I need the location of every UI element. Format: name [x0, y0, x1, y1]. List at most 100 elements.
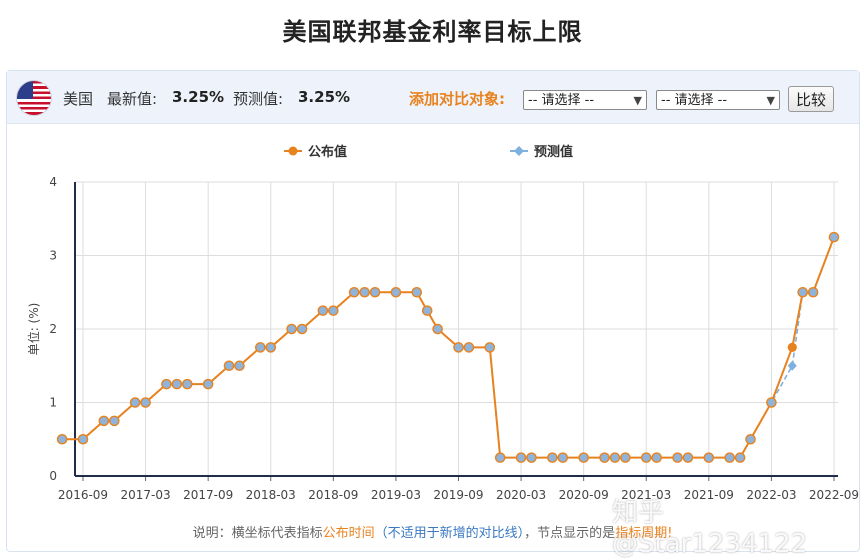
x-tick-label: 2018-09 [308, 488, 358, 502]
legend-forecast-marker [514, 146, 524, 156]
published-point [745, 433, 756, 445]
published-point [223, 360, 235, 372]
x-tick-label: 2017-03 [121, 488, 171, 502]
published-point [296, 323, 308, 335]
published-point [98, 415, 110, 427]
published-point [129, 397, 141, 408]
page-title: 美国联邦基金利率目标上限 [282, 18, 583, 46]
forecast-point [787, 360, 797, 371]
compare-select-1-value: -- 请选择 -- [528, 93, 595, 108]
published-point [255, 342, 266, 353]
published-point [369, 286, 381, 298]
published-point [724, 452, 735, 463]
published-point [161, 378, 172, 390]
published-point [620, 452, 631, 463]
published-point [734, 452, 746, 463]
y-tick-label: 2 [49, 322, 57, 336]
legend-forecast-label: 预测值 [534, 144, 573, 160]
footnote-paren-close: ） [517, 526, 525, 541]
x-tick-label: 2022-03 [746, 488, 796, 502]
published-point [599, 452, 610, 463]
published-point [651, 452, 662, 463]
footnote: 说明：横坐标代表指标公布时间（不适用于新增的对比线），节点显示的是指标周期! [0, 522, 865, 541]
footnote-prefix: 说明：横坐标代表指标 [192, 526, 323, 541]
published-point [359, 286, 370, 298]
published-point [202, 378, 214, 390]
compare-select-2-value: -- 请选择 -- [661, 93, 728, 108]
published-point [672, 452, 683, 463]
chevron-down-icon: ▼ [766, 94, 775, 107]
published-point [766, 397, 777, 408]
us-flag-icon [17, 81, 51, 115]
x-tick-label: 2016-09 [58, 488, 108, 502]
x-tick-label: 2022-09 [809, 488, 859, 502]
forecast-label: 预测值: [233, 90, 284, 108]
footnote-period: 指标周期! [615, 526, 673, 541]
x-tick-label: 2019-09 [433, 488, 483, 502]
latest-label: 最新值: [107, 90, 158, 108]
published-point [56, 433, 68, 445]
published-point [182, 378, 193, 390]
compare-select-1[interactable]: -- 请选择 -- ▼ [523, 90, 647, 110]
x-tick-label: 2018-03 [246, 488, 296, 502]
published-point [286, 323, 297, 335]
published-point [578, 452, 589, 463]
y-tick-label: 0 [49, 469, 57, 483]
published-point [140, 397, 151, 408]
y-axis-label: 单位: (%) [26, 303, 41, 356]
published-point [515, 452, 527, 463]
published-point [557, 452, 569, 463]
published-point [797, 286, 809, 298]
forecast-value: 3.25% [298, 88, 351, 106]
published-point [703, 452, 715, 463]
toolbar: 美国 最新值: 3.25% 预测值: 3.25% 添加对比对象: -- 请选择 … [7, 71, 859, 124]
published-point [609, 452, 621, 463]
published-point [526, 452, 537, 463]
published-point [348, 286, 360, 298]
published-point [453, 342, 464, 353]
latest-value: 3.25% [172, 88, 225, 106]
footnote-paren-open: （ [374, 526, 388, 541]
published-point [317, 305, 329, 316]
published-point [390, 286, 402, 298]
published-point [547, 452, 558, 463]
y-tick-label: 1 [49, 396, 57, 410]
line-chart: 0 1 2 3 4 2016-09 2017-03 2017-09 2018-03 2018-09… [26, 144, 859, 502]
published-point [484, 342, 496, 353]
published-point [463, 342, 475, 353]
x-tick-label: 2021-09 [684, 488, 734, 502]
published-point [682, 452, 694, 463]
published-point [807, 286, 819, 298]
footnote-not-applicable: 不适用于新增的对比线 [387, 526, 518, 541]
published-point [828, 231, 840, 243]
x-tick-label: 2020-09 [559, 488, 609, 502]
x-tick-label: 2019-03 [371, 488, 421, 502]
published-point [421, 305, 433, 316]
footnote-middle: ，节点显示的是 [524, 526, 616, 541]
legend-published-marker [288, 146, 298, 156]
chart-card: 美国 最新值: 3.25% 预测值: 3.25% 添加对比对象: -- 请选择 … [6, 70, 860, 552]
x-tick-label: 2017-09 [183, 488, 233, 502]
y-tick-label: 3 [49, 249, 57, 263]
published-point [411, 286, 423, 298]
y-tick-label: 4 [49, 175, 57, 189]
footnote-publish-time: 公布时间 [322, 526, 375, 541]
published-point [234, 360, 245, 372]
country-label: 美国 [63, 90, 94, 108]
published-point [265, 342, 277, 353]
published-point [328, 305, 339, 316]
published-point [108, 415, 120, 427]
published-point [171, 378, 183, 390]
published-point [640, 452, 652, 463]
published-point [432, 323, 443, 335]
published-point [494, 452, 506, 463]
published-point [77, 433, 89, 445]
forecast-line [62, 236, 835, 459]
published-line [62, 236, 835, 459]
x-tick-label: 2020-03 [496, 488, 546, 502]
compare-select-2[interactable]: -- 请选择 -- ▼ [656, 90, 780, 110]
x-tick-label: 2021-03 [621, 488, 671, 502]
compare-label: 添加对比对象: [409, 90, 505, 108]
published-point [787, 342, 797, 352]
compare-button[interactable]: 比较 [788, 86, 834, 112]
